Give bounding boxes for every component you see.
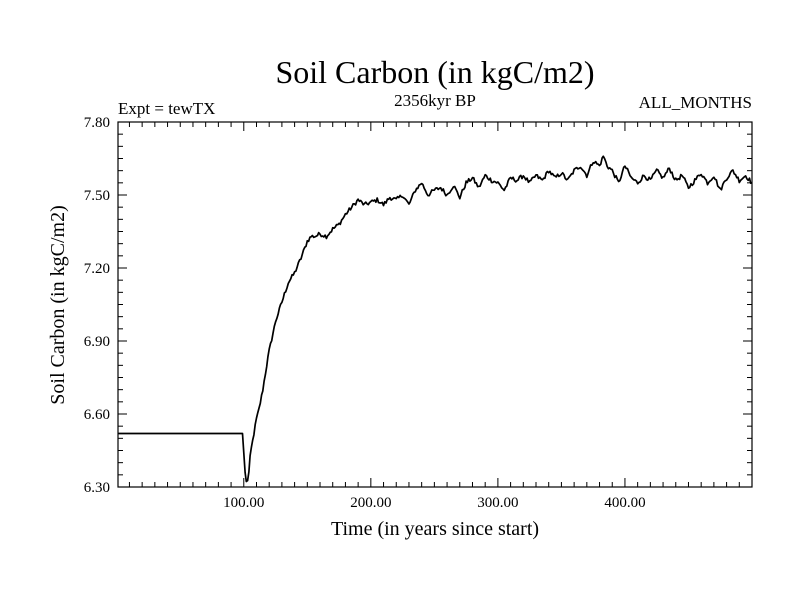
subtitle-experiment: Expt = tewTX [118,99,215,118]
plot-frame [117,121,753,488]
x-tick-label: 400.00 [604,495,645,511]
y-tick-label: 7.50 [84,188,110,204]
y-axis-label: Soil Carbon (in kgC/m2) [47,205,69,404]
y-tick-label: 7.80 [84,115,110,131]
x-tick-label: 200.00 [350,495,391,511]
y-tick-label: 6.30 [84,480,110,496]
subtitle-period: 2356kyr BP [394,91,476,110]
series-line-soil-carbon [118,155,753,483]
y-tick-label: 6.60 [84,407,110,423]
y-tick-label: 7.20 [84,261,110,277]
y-tick-labels: 6.30 6.60 6.90 7.20 7.50 7.80 [84,115,110,496]
subtitle-months: ALL_MONTHS [639,93,752,112]
x-tick-labels: 100.00 200.00 300.00 400.00 [223,495,645,511]
x-tick-label: 100.00 [223,495,264,511]
chart-title: Soil Carbon (in kgC/m2) [275,54,594,90]
axis-ticks [118,122,752,487]
x-tick-label: 300.00 [477,495,518,511]
y-tick-label: 6.90 [84,334,110,350]
x-axis-label: Time (in years since start) [331,518,539,540]
